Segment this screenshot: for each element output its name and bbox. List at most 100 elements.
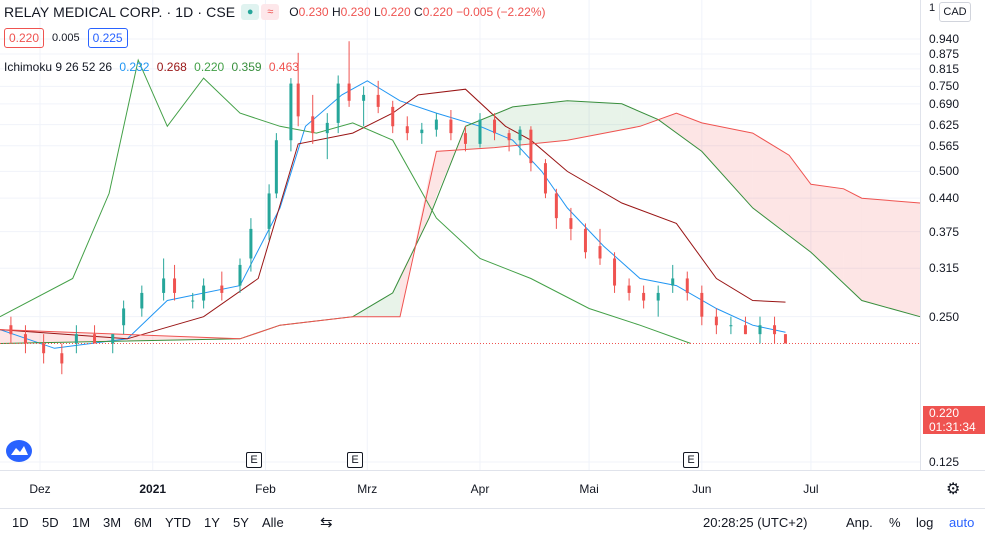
- cloud-segment: [789, 155, 811, 253]
- auto-toggle[interactable]: auto: [949, 515, 975, 530]
- candle-body: [583, 228, 587, 253]
- log-toggle[interactable]: log: [916, 515, 934, 530]
- indicator-value-conversion: 0.232: [119, 60, 150, 74]
- candle-body: [569, 218, 573, 229]
- candle-body: [274, 140, 278, 194]
- candle-body: [463, 133, 467, 144]
- indicator-value-lagging: 0.220: [194, 60, 225, 74]
- candle-body: [162, 278, 166, 293]
- candle-body: [729, 325, 733, 327]
- candle-body: [758, 325, 762, 335]
- candle-body: [434, 119, 438, 130]
- cloud-segment: [392, 275, 400, 317]
- range-5d[interactable]: 5D: [42, 515, 59, 530]
- indicator-name: Ichimoku 9 26 52 26: [4, 60, 113, 74]
- symbol-title[interactable]: RELAY MEDICAL CORP. · 1D · CSE: [4, 4, 236, 20]
- earnings-event-2[interactable]: E: [347, 452, 363, 468]
- settings-gear-icon[interactable]: ⚙: [946, 481, 961, 498]
- range-6m[interactable]: 6M: [134, 515, 153, 530]
- range-1d[interactable]: 1D: [12, 515, 29, 530]
- candle-body: [743, 325, 747, 335]
- candle-body: [642, 292, 646, 301]
- candle-body: [700, 292, 704, 317]
- candle-body: [173, 278, 177, 293]
- last-price-tag: 0.220: [923, 406, 985, 420]
- x-tick-label: Mrz: [357, 482, 378, 496]
- y-tick-label: 0.815: [929, 61, 960, 76]
- candle-body: [518, 129, 522, 141]
- ask-price[interactable]: 0.225: [87, 28, 128, 48]
- tradingview-logo-icon[interactable]: [6, 440, 32, 462]
- candle-body: [391, 106, 395, 127]
- candle-body: [656, 292, 660, 301]
- range-ytd[interactable]: YTD: [165, 515, 191, 530]
- cloud-segment: [567, 100, 622, 141]
- range-3m[interactable]: 3M: [103, 515, 122, 530]
- earnings-event-1[interactable]: E: [246, 452, 262, 468]
- cloud-segment: [810, 184, 844, 282]
- indicator-value-spanA: 0.359: [231, 60, 262, 74]
- y-tick-label: 0.440: [929, 191, 960, 206]
- x-tick-label: Mai: [579, 482, 599, 496]
- bottom-toolbar: 1D 5D 1M 3M 6M YTD 1Y 5Y Alle ⇆ 20:28:25…: [0, 508, 985, 537]
- ichimoku-legend[interactable]: Ichimoku 9 26 52 26 0.232 0.268 0.220 0.…: [4, 60, 303, 74]
- candle-body: [122, 308, 126, 326]
- bid-ask: 0.220 0.005 0.225: [4, 28, 128, 48]
- candle-body: [714, 316, 718, 326]
- adjust-toggle[interactable]: Anp.: [846, 515, 873, 530]
- candle-body: [296, 83, 300, 117]
- countdown-tag: 01:31:34: [923, 420, 985, 434]
- candle-body: [267, 193, 271, 229]
- candle-body: [685, 278, 689, 293]
- candle-body: [529, 129, 533, 164]
- date-range-icon[interactable]: ⇆: [320, 514, 333, 531]
- candle-body: [336, 83, 340, 123]
- candle-body: [74, 334, 78, 344]
- percent-toggle[interactable]: %: [889, 515, 901, 530]
- candle-body: [23, 334, 27, 344]
- candle-body: [191, 300, 195, 302]
- series-lagging: [0, 58, 692, 344]
- price-chart[interactable]: [0, 0, 985, 508]
- candle-body: [140, 292, 144, 309]
- y-tick-label: 0.375: [929, 224, 960, 239]
- range-1m[interactable]: 1M: [72, 515, 91, 530]
- y-tick-label: 0.690: [929, 96, 960, 111]
- series-conversion: [0, 80, 786, 349]
- candle-body: [9, 325, 13, 335]
- clock-time[interactable]: 20:28:25 (UTC+2): [703, 515, 808, 530]
- cloud-segment: [621, 103, 640, 130]
- candle-body: [671, 278, 675, 286]
- currency-button[interactable]: CAD: [939, 2, 971, 22]
- x-tick-label: Feb: [255, 482, 276, 496]
- candle-body: [613, 258, 617, 286]
- bid-price[interactable]: 0.220: [4, 28, 45, 48]
- market-status-icon[interactable]: ●: [241, 4, 260, 20]
- candle-body: [507, 133, 511, 141]
- series-spanB: [0, 112, 921, 340]
- candle-body: [420, 129, 424, 134]
- indicator-value-base: 0.268: [156, 60, 187, 74]
- indicator-value-spanB: 0.463: [268, 60, 299, 74]
- cloud-segment: [676, 113, 702, 152]
- candle-body: [93, 334, 97, 344]
- cloud-segment: [0, 329, 240, 344]
- earnings-event-3[interactable]: E: [683, 452, 699, 468]
- cloud-segment: [843, 188, 862, 301]
- range-1y[interactable]: 1Y: [204, 515, 220, 530]
- range-5y[interactable]: 5Y: [233, 515, 249, 530]
- cloud-segment: [658, 113, 677, 133]
- candle-body: [554, 193, 558, 219]
- candle-body: [325, 122, 329, 134]
- candle-body: [289, 83, 293, 141]
- cloud-segment: [400, 175, 430, 317]
- compare-icon[interactable]: ≈: [261, 4, 280, 20]
- y-tick-label: 0.625: [929, 117, 960, 132]
- candle-body: [773, 325, 777, 335]
- y-tick-label: 0.875: [929, 47, 960, 62]
- candle-body: [249, 228, 253, 259]
- candle-body: [493, 119, 497, 134]
- chart-header: RELAY MEDICAL CORP. · 1D · CSE ● ≈ O0.23…: [4, 2, 546, 22]
- candle-body: [202, 285, 206, 301]
- range-all[interactable]: Alle: [262, 515, 284, 530]
